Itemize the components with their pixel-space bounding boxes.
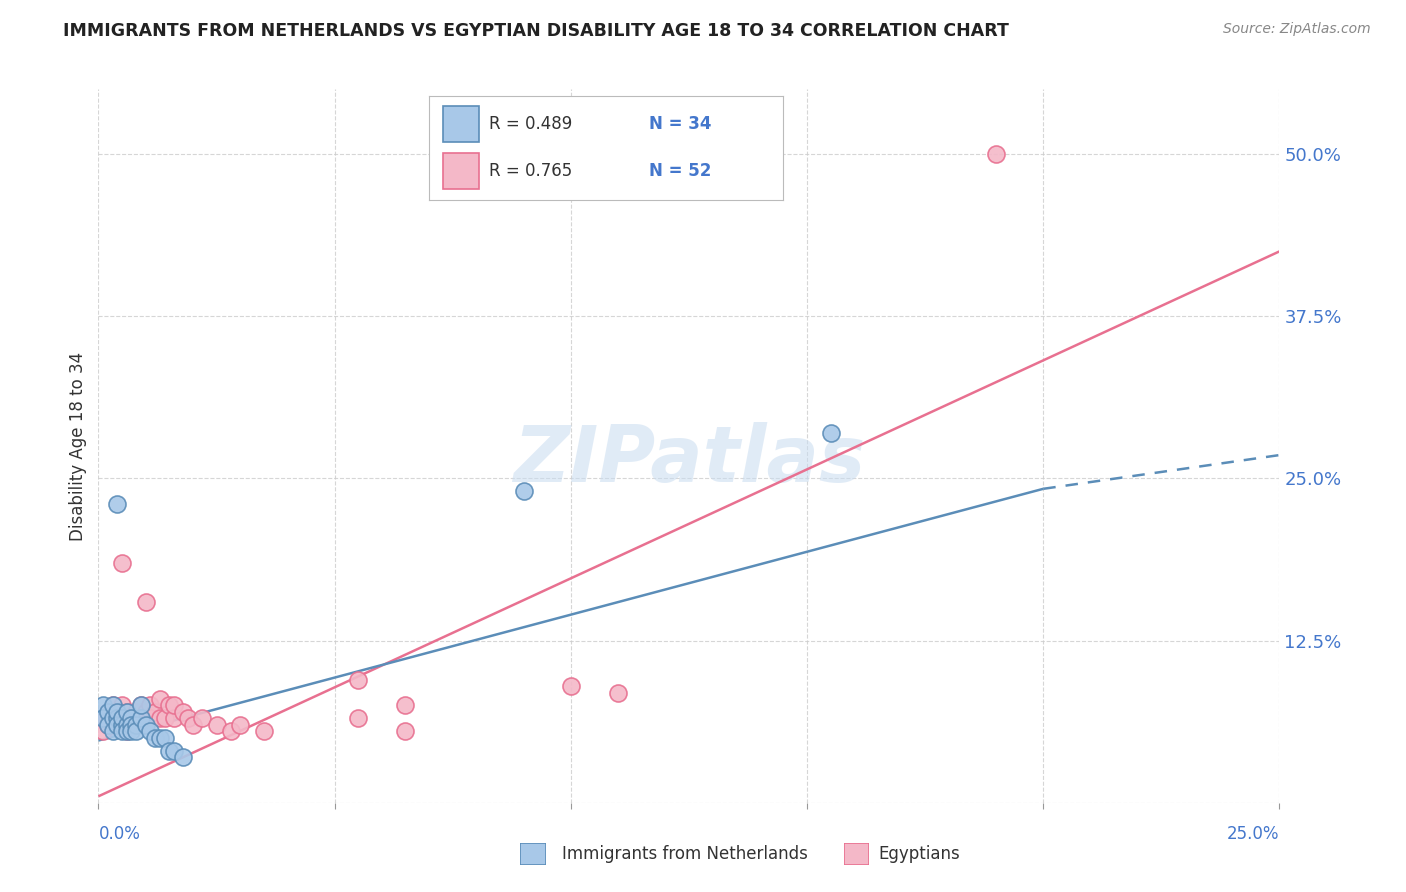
Point xyxy=(101,724,124,739)
Point xyxy=(125,711,148,725)
Point xyxy=(163,711,186,725)
Point xyxy=(347,711,370,725)
Point xyxy=(115,705,138,719)
Point xyxy=(97,718,120,732)
Point xyxy=(105,711,128,725)
Point xyxy=(139,711,162,725)
Point xyxy=(101,698,124,713)
Point xyxy=(149,731,172,745)
Point xyxy=(129,698,152,713)
Text: ZIPatlas: ZIPatlas xyxy=(513,422,865,499)
Point xyxy=(105,705,128,719)
Point xyxy=(135,711,157,725)
Point xyxy=(139,698,162,713)
FancyBboxPatch shape xyxy=(520,843,546,865)
Point xyxy=(121,718,143,732)
Point xyxy=(157,744,180,758)
Point xyxy=(163,698,186,713)
Y-axis label: Disability Age 18 to 34: Disability Age 18 to 34 xyxy=(69,351,87,541)
Point xyxy=(105,718,128,732)
Text: 25.0%: 25.0% xyxy=(1227,825,1279,843)
Point xyxy=(177,711,200,725)
Point xyxy=(560,679,582,693)
Point xyxy=(97,705,120,719)
Point xyxy=(115,705,138,719)
Point xyxy=(172,750,194,764)
Point xyxy=(101,698,124,713)
Point xyxy=(191,711,214,725)
Point xyxy=(105,711,128,725)
Point xyxy=(143,705,166,719)
Point xyxy=(253,724,276,739)
Point xyxy=(163,744,186,758)
Point xyxy=(153,731,176,745)
Point xyxy=(105,497,128,511)
Point xyxy=(129,711,152,725)
Point xyxy=(153,711,176,725)
Point xyxy=(121,724,143,739)
Point xyxy=(181,718,204,732)
Point xyxy=(101,718,124,732)
Point xyxy=(111,711,134,725)
Point xyxy=(149,692,172,706)
Text: Source: ZipAtlas.com: Source: ZipAtlas.com xyxy=(1223,22,1371,37)
Point xyxy=(229,718,252,732)
Point xyxy=(111,556,134,570)
Point xyxy=(111,718,134,732)
Point xyxy=(97,705,120,719)
Point xyxy=(111,724,134,739)
Point xyxy=(172,705,194,719)
Point xyxy=(125,718,148,732)
Text: 0.0%: 0.0% xyxy=(98,825,141,843)
Point xyxy=(984,147,1007,161)
Point xyxy=(111,711,134,725)
Point xyxy=(115,724,138,739)
Point xyxy=(135,595,157,609)
Text: Egyptians: Egyptians xyxy=(879,845,960,863)
Point xyxy=(394,724,416,739)
Point xyxy=(347,673,370,687)
Point xyxy=(105,705,128,719)
Point xyxy=(121,711,143,725)
Point xyxy=(115,711,138,725)
Point xyxy=(111,698,134,713)
Point xyxy=(97,718,120,732)
Point xyxy=(91,711,114,725)
Point xyxy=(157,698,180,713)
Point xyxy=(135,718,157,732)
Point xyxy=(654,147,676,161)
Point xyxy=(135,705,157,719)
Point xyxy=(139,724,162,739)
Point xyxy=(91,711,114,725)
Point xyxy=(91,724,114,739)
Point xyxy=(129,698,152,713)
Point xyxy=(125,705,148,719)
Point xyxy=(121,711,143,725)
Point xyxy=(219,724,242,739)
Point xyxy=(125,718,148,732)
Point xyxy=(101,711,124,725)
Point xyxy=(121,718,143,732)
Point xyxy=(394,698,416,713)
Text: Immigrants from Netherlands: Immigrants from Netherlands xyxy=(562,845,808,863)
Point xyxy=(512,484,534,499)
Point xyxy=(101,711,124,725)
Point xyxy=(115,724,138,739)
Point xyxy=(607,685,630,699)
Point xyxy=(111,718,134,732)
Point xyxy=(820,425,842,440)
Point xyxy=(129,705,152,719)
Point xyxy=(125,724,148,739)
Text: IMMIGRANTS FROM NETHERLANDS VS EGYPTIAN DISABILITY AGE 18 TO 34 CORRELATION CHAR: IMMIGRANTS FROM NETHERLANDS VS EGYPTIAN … xyxy=(63,22,1010,40)
FancyBboxPatch shape xyxy=(844,843,869,865)
Point xyxy=(205,718,228,732)
Point xyxy=(91,698,114,713)
Point xyxy=(143,731,166,745)
Point xyxy=(149,711,172,725)
Point xyxy=(115,718,138,732)
Point xyxy=(129,711,152,725)
